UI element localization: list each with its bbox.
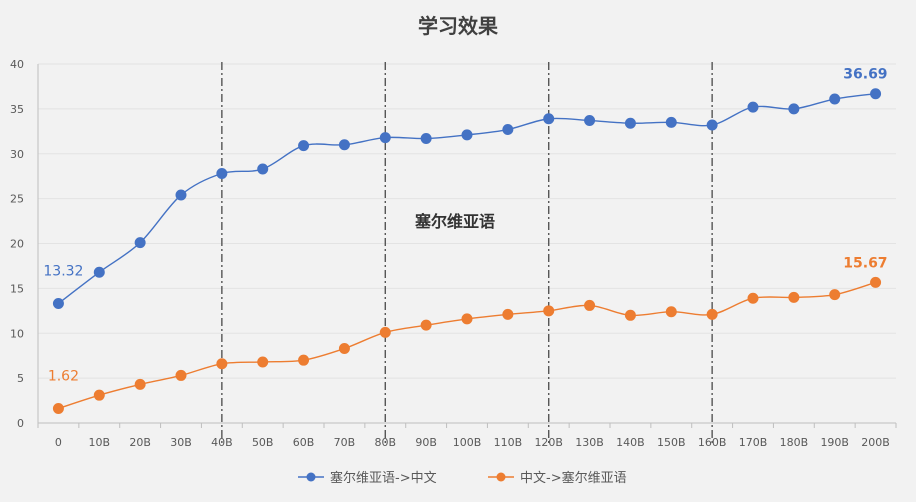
data-point (870, 276, 882, 288)
data-point (788, 103, 800, 115)
data-label: 36.69 (843, 67, 887, 83)
data-point (257, 356, 269, 368)
chart-annotation: 塞尔维亚语 (415, 212, 495, 231)
series-layer (52, 88, 882, 414)
y-tick-label: 10 (10, 327, 24, 340)
y-tick-label: 15 (10, 282, 24, 295)
x-tick-label: 90B (415, 436, 437, 449)
data-point (788, 291, 800, 303)
x-tick-label: 120B (534, 436, 563, 449)
x-tick-label: 130B (575, 436, 604, 449)
data-point (134, 378, 146, 390)
y-tick-label: 20 (10, 238, 24, 251)
data-point (134, 237, 146, 249)
data-point (175, 369, 187, 381)
data-point (216, 167, 228, 179)
x-tick-label: 170B (739, 436, 768, 449)
vertical-markers (221, 62, 713, 445)
y-tick-label: 30 (10, 148, 24, 161)
y-tick-label: 35 (10, 103, 24, 116)
data-point (420, 319, 432, 331)
data-label: 13.32 (43, 263, 83, 279)
data-point (829, 289, 841, 301)
data-point (747, 101, 759, 113)
x-tick-label: 50B (252, 436, 274, 449)
data-point (52, 402, 64, 414)
data-labels: 13.32 36.69 1.62 15.67 (43, 67, 887, 385)
data-point (665, 306, 677, 318)
legend-marker (496, 472, 506, 482)
data-point (298, 354, 310, 366)
legend-item: 塞尔维亚语->中文 (298, 470, 437, 486)
legend-label: 塞尔维亚语->中文 (330, 470, 437, 486)
data-point (543, 113, 555, 125)
x-tick-label: 100B (453, 436, 482, 449)
legend-marker (306, 472, 316, 482)
data-point (52, 297, 64, 309)
x-tick-label: 140B (616, 436, 645, 449)
data-point (706, 308, 718, 320)
x-tick-label: 80B (375, 436, 397, 449)
data-point (543, 305, 555, 317)
legend: 塞尔维亚语->中文 中文->塞尔维亚语 (298, 470, 627, 486)
legend-label: 中文->塞尔维亚语 (520, 470, 627, 486)
x-tick-label: 200B (861, 436, 890, 449)
data-point (461, 313, 473, 325)
x-tick-label: 190B (820, 436, 849, 449)
x-tick-label: 40B (211, 436, 233, 449)
data-point (747, 292, 759, 304)
data-point (420, 132, 432, 144)
x-tick-label: 70B (334, 436, 356, 449)
data-point (216, 358, 228, 370)
legend-item: 中文->塞尔维亚语 (488, 470, 627, 486)
data-point (461, 129, 473, 141)
data-point (624, 117, 636, 129)
data-label: 15.67 (843, 255, 887, 271)
data-label: 1.62 (48, 368, 79, 384)
x-tick-label: 0 (55, 436, 62, 449)
x-tick-label: 180B (780, 436, 809, 449)
y-tick-label: 25 (10, 193, 24, 206)
data-point (502, 308, 514, 320)
x-tick-label: 150B (657, 436, 686, 449)
y-tick-label: 40 (10, 58, 24, 71)
data-point (584, 299, 596, 311)
data-point (870, 88, 882, 100)
axes: 0 5 10 15 20 25 30 35 40 0 10B 20B 30B 40B 50B 60B 70B 80… (10, 58, 897, 449)
data-point (829, 93, 841, 105)
data-point (338, 139, 350, 151)
x-tick-label: 30B (170, 436, 192, 449)
x-tick-label: 60B (293, 436, 315, 449)
data-point (502, 124, 514, 136)
x-tick-label: 110B (494, 436, 523, 449)
data-point (338, 343, 350, 355)
data-point (706, 119, 718, 131)
data-point (93, 389, 105, 401)
y-tick-label: 5 (17, 372, 24, 385)
data-point (379, 132, 391, 144)
data-point (257, 163, 269, 175)
data-point (379, 326, 391, 338)
chart-title: 学习效果 (418, 14, 498, 38)
data-point (584, 115, 596, 127)
data-point (665, 116, 677, 128)
data-point (298, 140, 310, 152)
x-tick-label: 20B (129, 436, 151, 449)
data-point (175, 189, 187, 201)
x-tick-label: 160B (698, 436, 727, 449)
data-point (93, 266, 105, 278)
y-tick-label: 0 (17, 417, 24, 430)
data-point (624, 309, 636, 321)
x-tick-label: 10B (89, 436, 111, 449)
